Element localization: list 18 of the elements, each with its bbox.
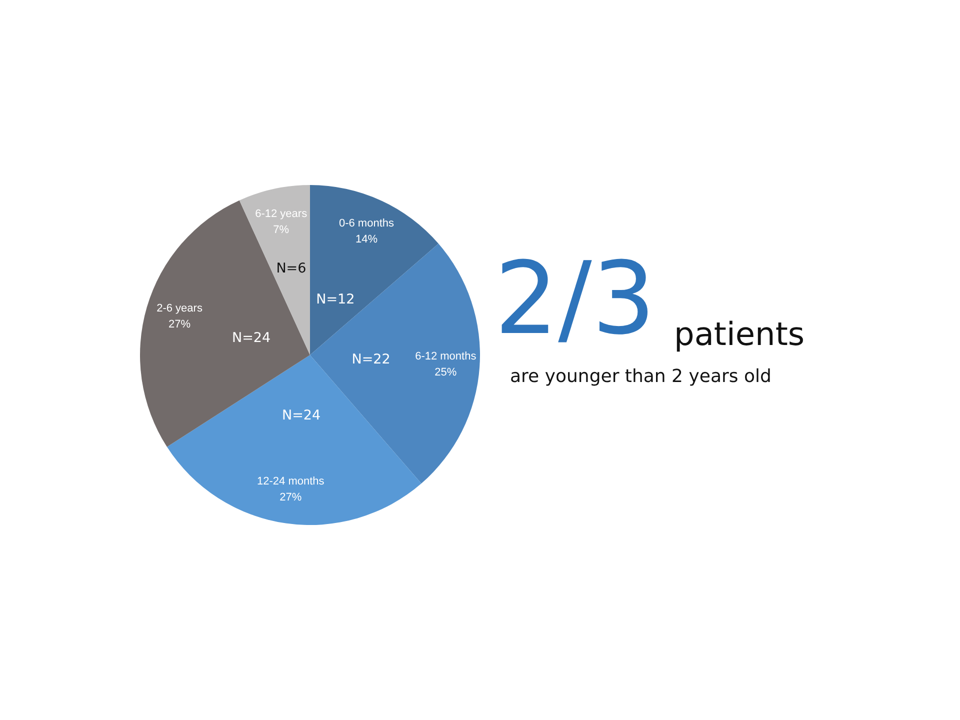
slice-label: 6-12 years bbox=[255, 208, 308, 220]
data-label: N=24 bbox=[232, 330, 271, 346]
data-label: N=6 bbox=[276, 260, 306, 277]
text: 14% bbox=[355, 233, 378, 246]
text: 27% bbox=[168, 318, 191, 331]
slice-label: 12-24 months bbox=[257, 476, 325, 488]
data-label: N=12 bbox=[316, 291, 355, 308]
slice-label: 6-12 months bbox=[415, 350, 477, 363]
text: 27% bbox=[280, 492, 302, 504]
text: 2/3 bbox=[494, 240, 656, 357]
text: 7% bbox=[273, 224, 290, 236]
text: are younger than 2 years old bbox=[510, 366, 772, 387]
slice-label: 2-6 years bbox=[156, 302, 203, 315]
data-label: N=24 bbox=[282, 408, 321, 424]
data-label: N=22 bbox=[352, 351, 390, 368]
slice-label: 0-6 months bbox=[338, 217, 395, 230]
text: 25% bbox=[434, 366, 457, 379]
text: patients bbox=[674, 315, 805, 353]
